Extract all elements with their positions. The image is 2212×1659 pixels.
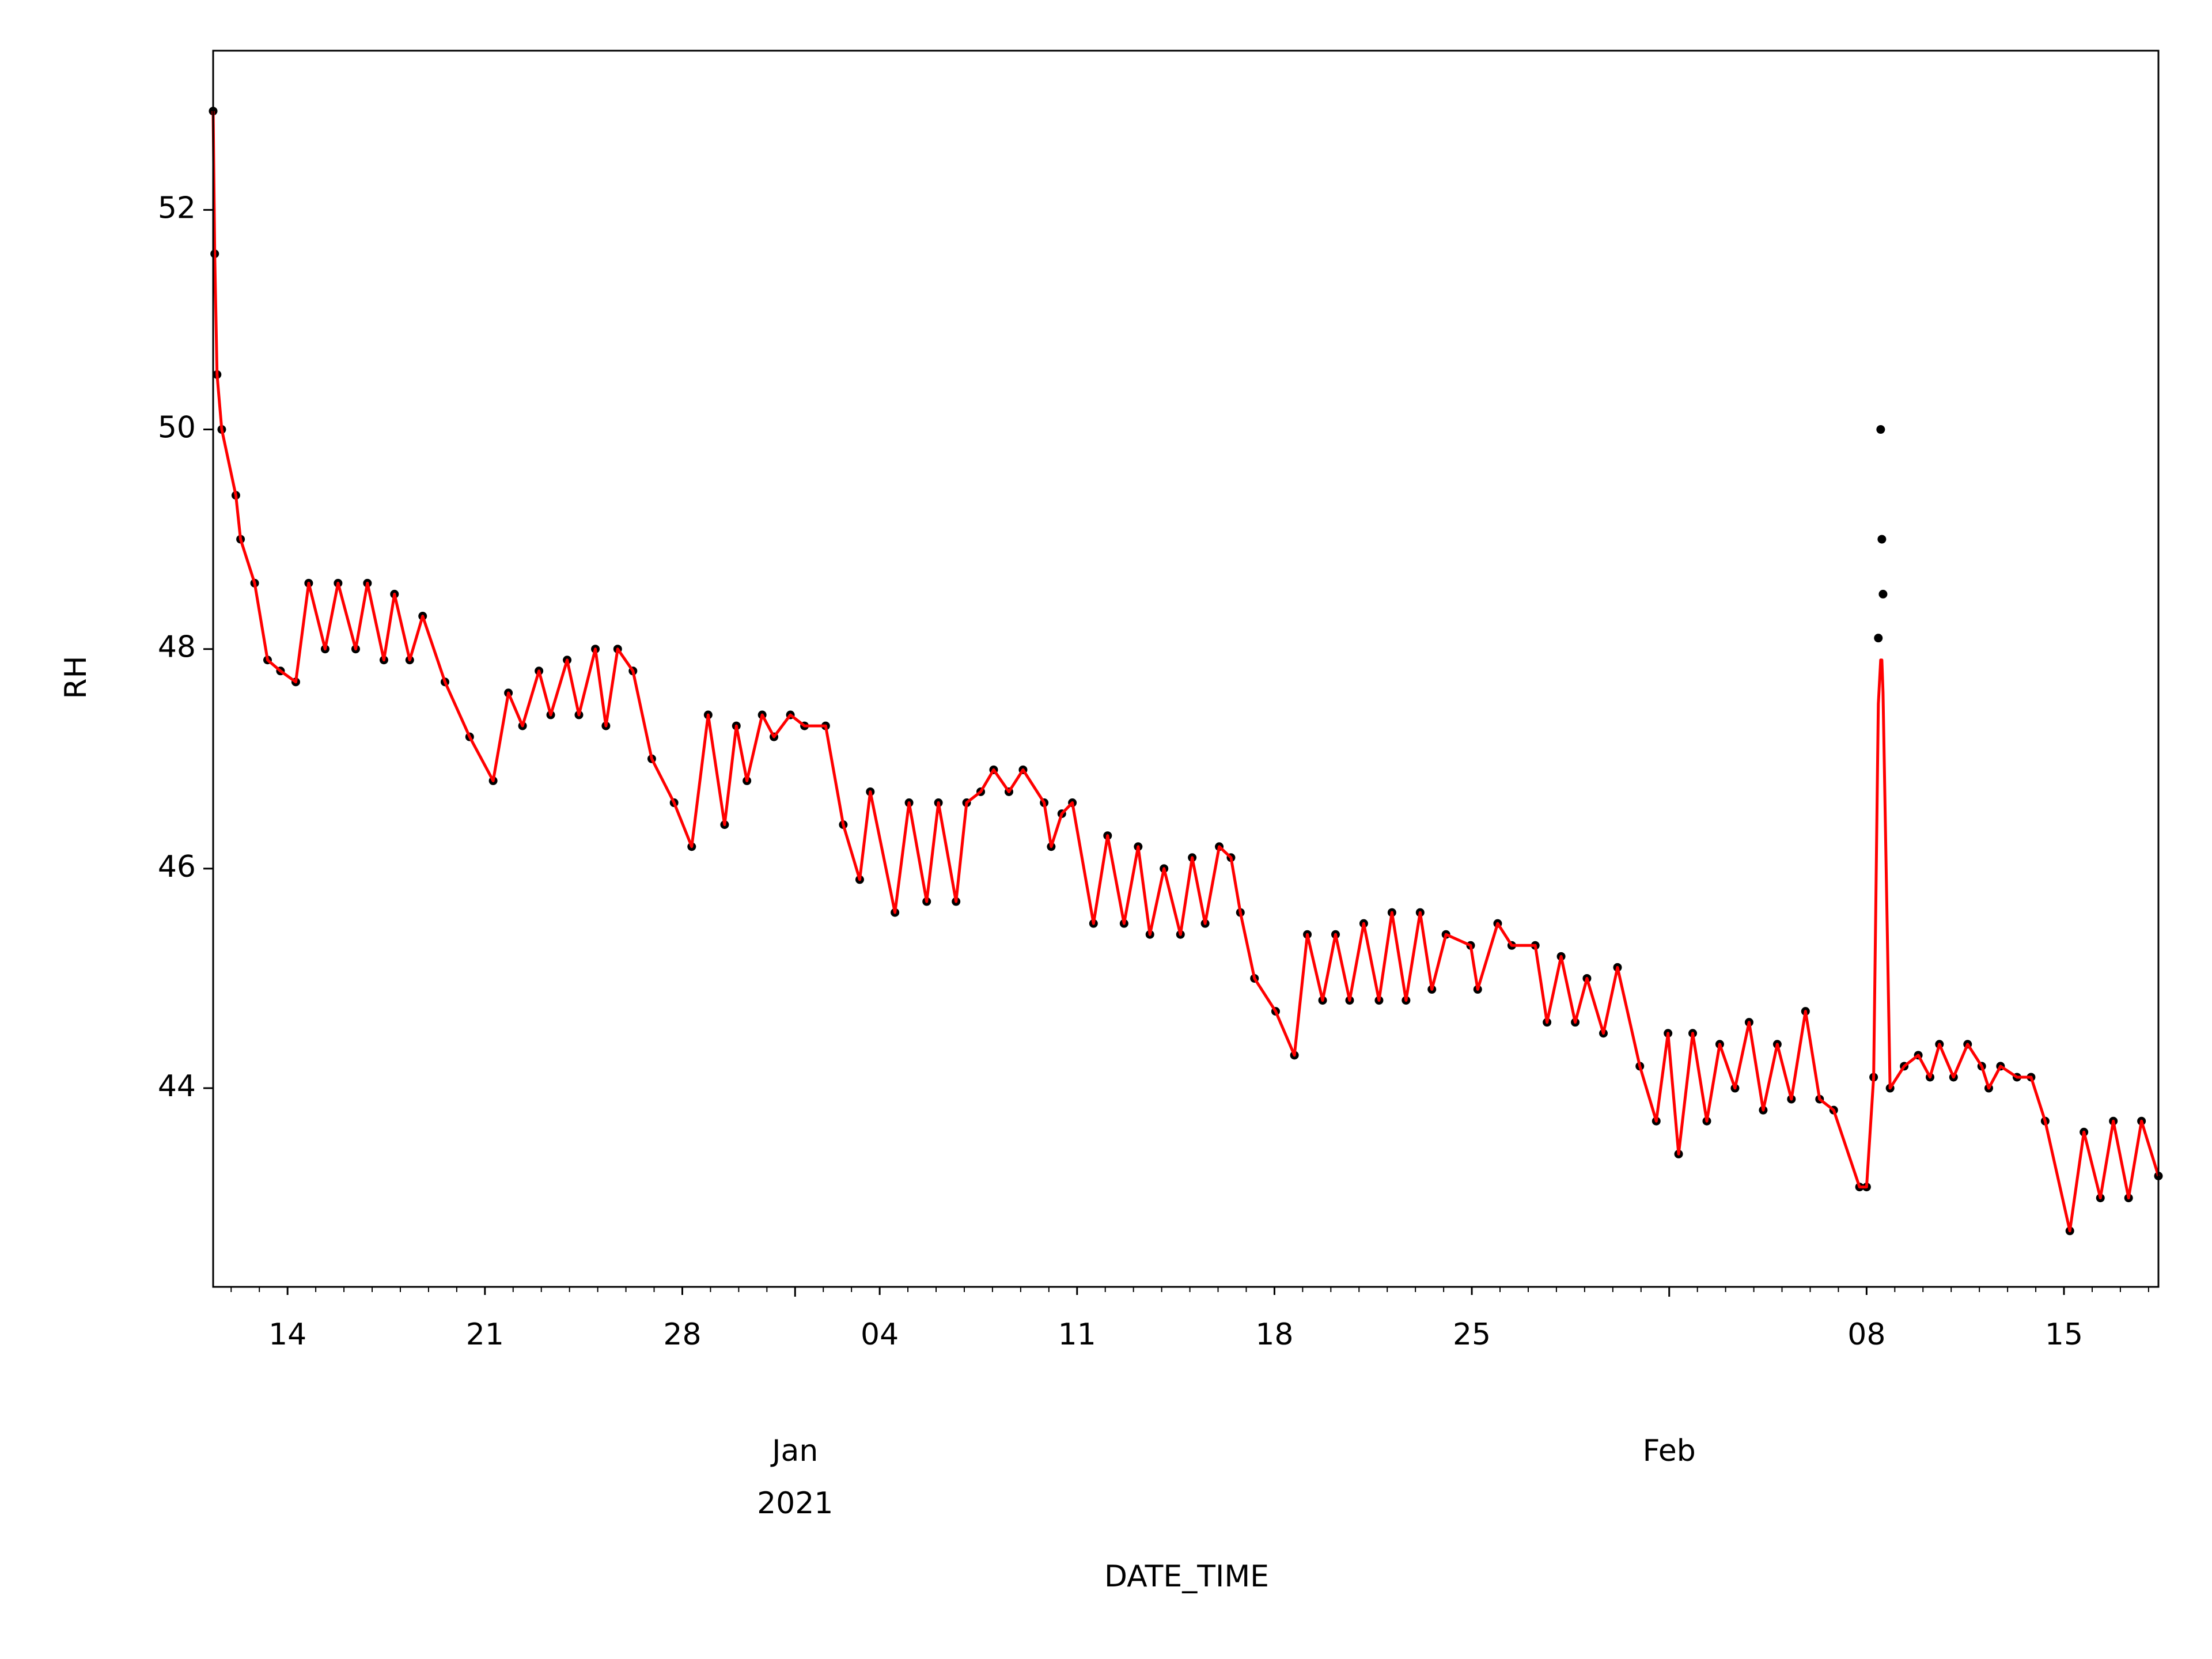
x-tick-label: 14 — [268, 1317, 306, 1352]
x-tick-label: 28 — [663, 1317, 701, 1352]
data-line — [211, 111, 2160, 1233]
x-tick-label: 25 — [1453, 1317, 1491, 1352]
x-tick-label: 18 — [1255, 1317, 1293, 1352]
x-tick-label: 11 — [1058, 1317, 1096, 1352]
data-point — [1878, 589, 1888, 599]
x-month-label: Jan — [770, 1434, 818, 1468]
data-point — [1877, 535, 1887, 544]
data-point — [1874, 634, 1883, 643]
y-tick-label: 52 — [158, 191, 196, 225]
x-tick-label: 04 — [861, 1317, 899, 1352]
x-tick-label: 21 — [466, 1317, 504, 1352]
y-tick-label: 50 — [158, 411, 196, 445]
x-tick-label: 15 — [2045, 1317, 2083, 1352]
x-tick-label: 08 — [1847, 1317, 1885, 1352]
x-month-label: 2021 — [757, 1486, 833, 1521]
y-axis-label: RH — [59, 656, 93, 699]
y-tick-label: 44 — [158, 1069, 196, 1104]
y-tick-label: 48 — [158, 630, 196, 665]
data-point — [1876, 425, 1885, 434]
plot-frame — [212, 50, 2160, 1288]
x-month-label: Feb — [1643, 1434, 1696, 1468]
x-axis-label: DATE_TIME — [1104, 1559, 1269, 1594]
y-tick-label: 46 — [158, 850, 196, 884]
